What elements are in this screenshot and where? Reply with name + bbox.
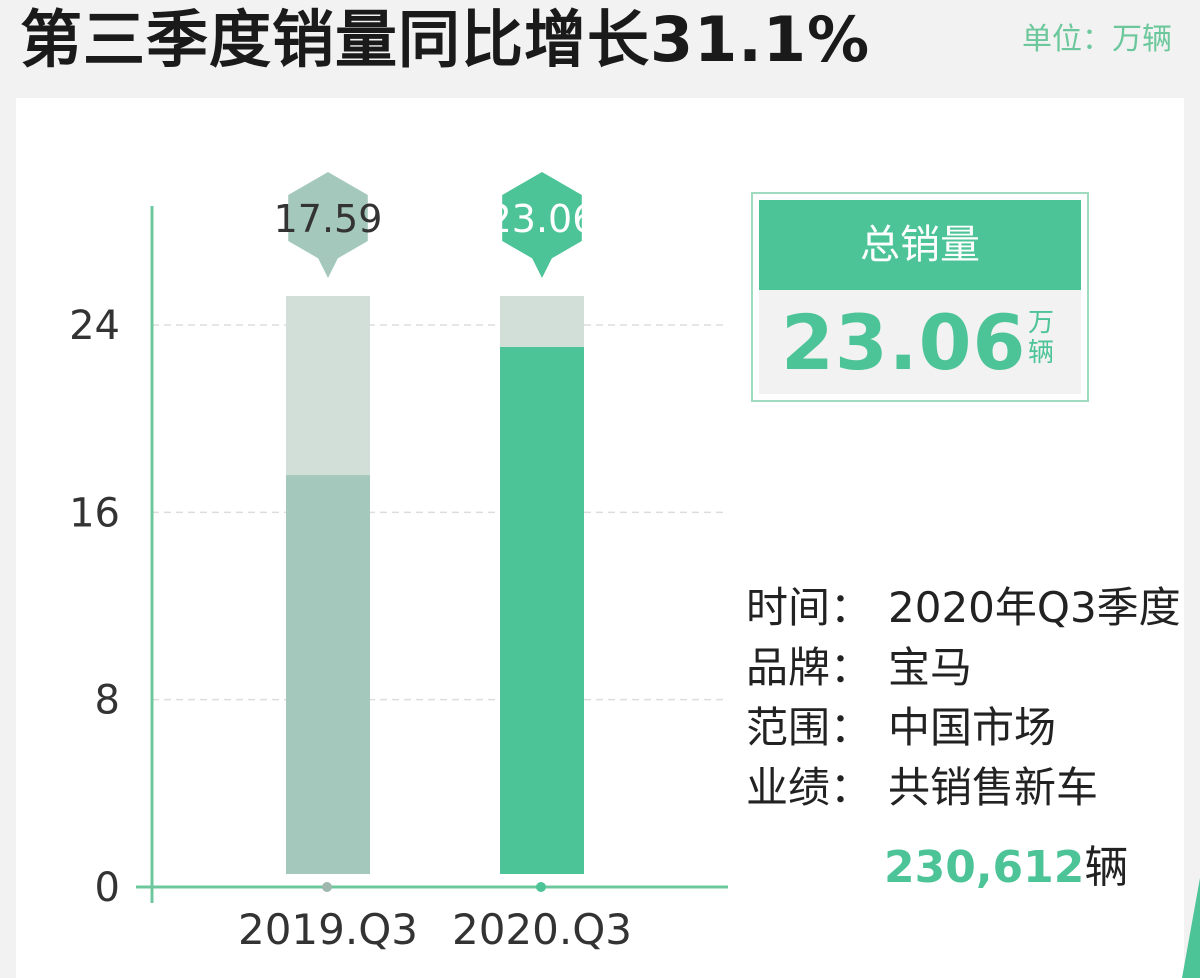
- total-sales-card: 总销量 23.06 万 辆: [751, 192, 1089, 402]
- page-title: 第三季度销量同比增长31.1%: [20, 3, 871, 76]
- info-key: 时间：: [746, 583, 873, 632]
- total-unit-line2: 辆: [1027, 338, 1054, 368]
- y-tick-label: 0: [95, 865, 120, 911]
- data-label: 17.59: [274, 197, 383, 241]
- info-value: 共销售新车: [888, 763, 1099, 812]
- bar: [286, 475, 370, 874]
- info-row-performance: 业绩： 共销售新车: [746, 758, 1181, 818]
- x-tick-label: 2019.Q3: [238, 905, 418, 954]
- info-value: 2020年Q3季度: [888, 583, 1181, 632]
- data-label: 23.06: [488, 197, 597, 241]
- info-row-brand: 品牌： 宝马: [746, 638, 1181, 698]
- value-badge-pointer: [318, 258, 338, 278]
- info-row-scope: 范围： 中国市场: [746, 698, 1181, 758]
- sales-unit: 辆: [1084, 842, 1129, 893]
- bar: [500, 347, 584, 874]
- sales-figure: 230,612辆: [884, 838, 1128, 898]
- unit-note: 单位：万辆: [1022, 22, 1172, 57]
- value-badge-pointer: [532, 258, 552, 278]
- bar-chart: 0 8 16 24 2019.Q3 17.59 2020.Q3 23.06: [69, 172, 728, 954]
- value-badge: [502, 172, 582, 264]
- info-block: 时间： 2020年Q3季度 品牌： 宝马 范围： 中国市场 业绩： 共销售新车: [746, 578, 1181, 818]
- sales-number: 230,612: [884, 842, 1085, 893]
- info-key: 业绩：: [746, 763, 873, 812]
- x-axis-dot: [322, 882, 332, 892]
- total-sales-body: 23.06 万 辆: [759, 290, 1081, 394]
- y-tick-label: 16: [69, 490, 120, 536]
- info-value: 中国市场: [888, 703, 1057, 752]
- x-tick-label: 2020.Q3: [452, 905, 632, 954]
- y-tick-label: 24: [69, 303, 120, 349]
- total-sales-value: 23.06: [781, 298, 1027, 387]
- total-sales-label: 总销量: [759, 200, 1081, 290]
- info-key: 品牌：: [746, 643, 873, 692]
- corner-decoration: [1182, 878, 1200, 978]
- info-key: 范围：: [746, 703, 873, 752]
- total-unit-line1: 万: [1027, 308, 1054, 338]
- value-badge: [288, 172, 368, 264]
- info-row-time: 时间： 2020年Q3季度: [746, 578, 1181, 638]
- info-value: 宝马: [888, 643, 973, 692]
- total-sales-unit: 万 辆: [1025, 308, 1057, 368]
- y-tick-label: 8: [95, 678, 120, 724]
- x-axis-dot: [536, 882, 546, 892]
